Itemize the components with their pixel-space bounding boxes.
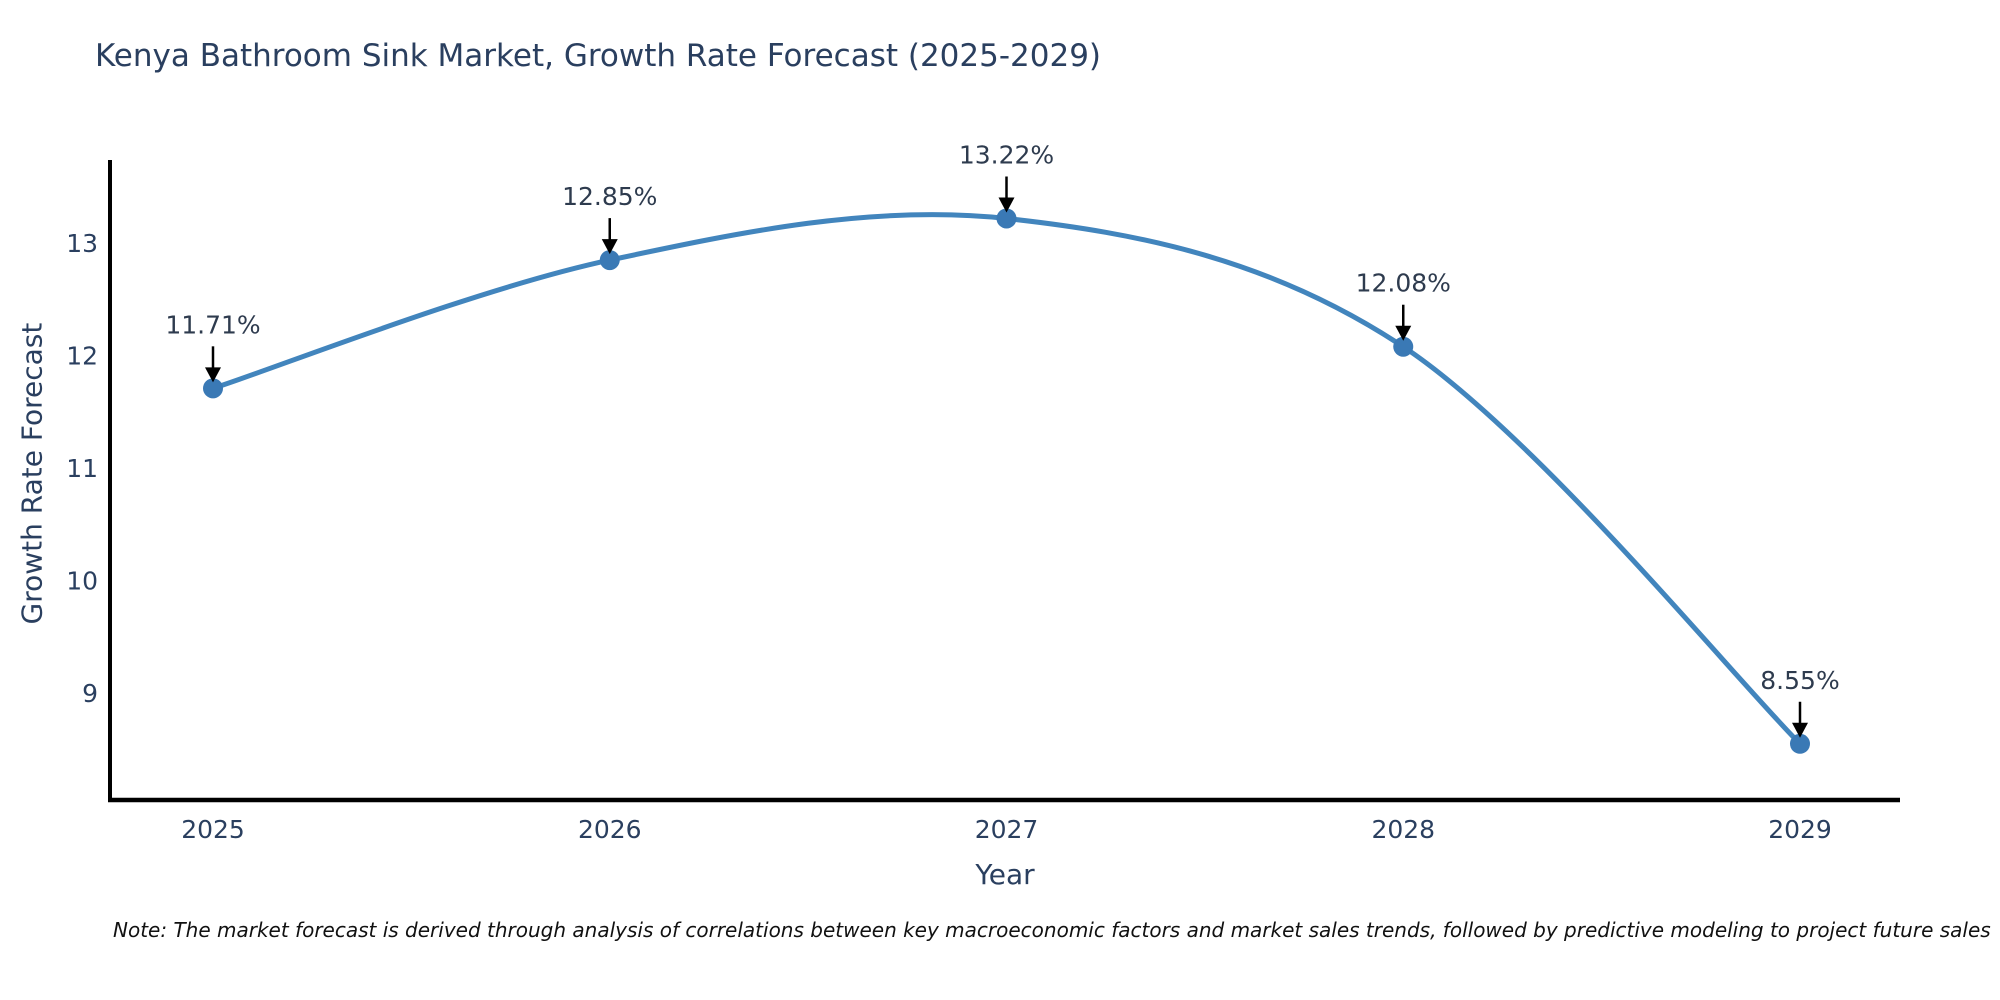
y-tick-label: 9: [82, 679, 98, 708]
data-point: [203, 378, 223, 399]
annotation-label: 13.22%: [959, 140, 1054, 169]
x-tick-label: 2027: [975, 815, 1039, 844]
annotation-arrow-head: [998, 197, 1015, 213]
y-tick-label: 12: [66, 342, 98, 371]
annotation-label: 11.71%: [165, 310, 260, 339]
data-point: [599, 250, 620, 271]
data-point: [1790, 733, 1810, 754]
annotation-label: 12.85%: [562, 182, 657, 211]
annotation-label: 8.55%: [1760, 666, 1839, 695]
x-tick-label: 2029: [1768, 815, 1832, 844]
chart-title: Kenya Bathroom Sink Market, Growth Rate …: [95, 38, 1102, 74]
annotation-arrow-head: [1395, 325, 1412, 341]
data-point: [996, 208, 1017, 229]
x-tick-label: 2025: [181, 815, 245, 844]
annotation-arrow-head: [1792, 722, 1808, 738]
data-point: [1393, 336, 1414, 357]
y-tick-label: 13: [66, 229, 98, 258]
annotation-label: 12.08%: [1356, 269, 1451, 298]
chart-footnote: Note: The market forecast is derived thr…: [113, 918, 1991, 942]
trend-line: [210, 212, 1803, 747]
annotation-arrow-head: [601, 239, 618, 255]
y-tick-label: 11: [66, 454, 98, 483]
x-tick-label: 2026: [578, 815, 642, 844]
x-axis-title: Year: [975, 858, 1035, 891]
annotation-arrow-head: [205, 367, 221, 383]
x-tick-label: 2028: [1371, 815, 1435, 844]
y-tick-label: 10: [66, 567, 98, 596]
